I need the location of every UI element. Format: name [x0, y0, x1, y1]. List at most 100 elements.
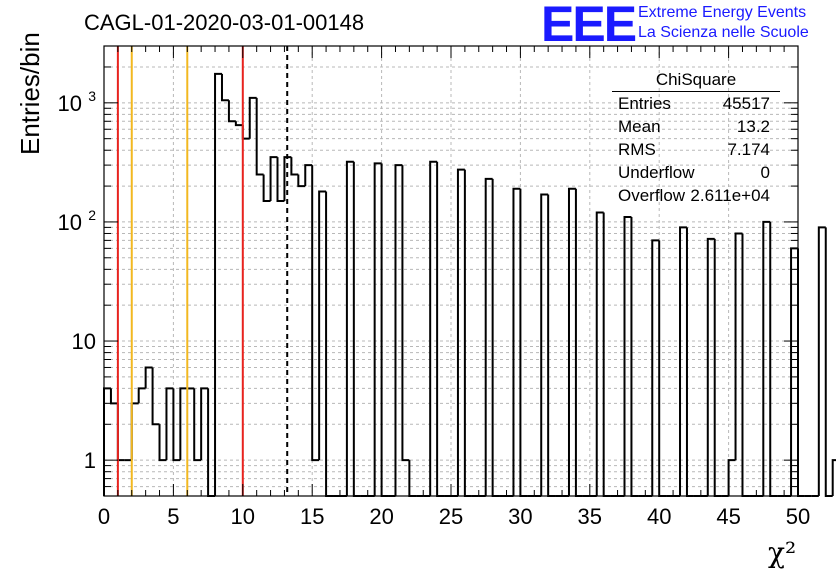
histogram-bin [290, 157, 299, 176]
histogram-bin [512, 187, 521, 496]
x-tick-label: 20 [369, 504, 393, 529]
histogram-bin [193, 388, 202, 462]
histogram-bin [762, 220, 771, 496]
histogram-bin [352, 161, 361, 497]
histogram-bin [325, 191, 334, 497]
histogram-bin [227, 100, 236, 123]
x-tick-label: 25 [439, 504, 463, 529]
histogram-bin [769, 221, 778, 497]
histogram-bin [401, 165, 410, 462]
histogram-bin [790, 247, 798, 496]
y-tick-label: 10 [58, 91, 82, 116]
histogram-bin [651, 239, 660, 496]
histogram-bin [137, 387, 146, 404]
stats-value: 0 [760, 163, 770, 182]
histogram-bin [345, 160, 354, 496]
histogram-bin [547, 194, 556, 497]
stats-value: 7.174 [727, 140, 770, 159]
histogram-bin [262, 174, 271, 202]
histogram-bin [484, 177, 493, 496]
histogram-bin [630, 217, 639, 497]
histogram-bin [200, 387, 209, 461]
x-tick-label: 30 [508, 504, 532, 529]
histogram-bin [456, 168, 465, 496]
histogram-bin [207, 388, 216, 497]
histogram-bin [165, 387, 174, 461]
histogram-bin [179, 387, 188, 461]
stats-row-overflow: Overflow 2.611e+04 [612, 186, 780, 209]
histogram-bin [220, 73, 229, 102]
histogram-bin [172, 388, 181, 462]
y-axis-label: Entries/bin [15, 32, 45, 155]
histogram-bin [311, 165, 320, 462]
histogram-bin [706, 237, 715, 496]
histogram-bin [248, 96, 257, 139]
histogram-bin [685, 227, 694, 497]
histogram-bin [567, 187, 576, 496]
histogram-bin [734, 232, 743, 461]
histogram-bin [318, 190, 327, 461]
histogram-bin [831, 459, 836, 496]
histogram-bin [234, 121, 243, 127]
histogram-bin [679, 226, 687, 496]
histogram-bin [817, 226, 826, 496]
histogram-bin [276, 157, 285, 202]
stats-key: Entries [618, 94, 671, 113]
stats-value: 2.611e+04 [690, 186, 770, 205]
histogram-bin [463, 169, 472, 497]
stats-value: 45517 [722, 94, 770, 113]
stats-key: Underflow [618, 163, 695, 182]
histogram-bin [297, 174, 306, 188]
histogram-bin [797, 248, 805, 497]
histogram-bin [574, 188, 583, 497]
histogram-bin [241, 125, 250, 140]
histogram-bin [214, 72, 222, 496]
stats-row-entries: Entries 45517 [612, 94, 780, 117]
stats-row-rms: RMS 7.174 [612, 140, 780, 163]
y-tick-label: 10 [58, 210, 82, 235]
x-tick-label: 35 [578, 504, 602, 529]
histogram-bin [824, 227, 833, 497]
stats-row-mean: Mean 13.2 [612, 117, 780, 140]
histogram-bin [741, 233, 750, 497]
histogram-bin [595, 211, 604, 496]
histogram-bin [103, 387, 111, 496]
histogram-bin [158, 424, 167, 462]
y-tick-label: 1 [84, 448, 96, 473]
histogram-bin [623, 216, 632, 496]
x-tick-label: 15 [300, 504, 324, 529]
histogram-bin [269, 156, 278, 201]
x-tick-label: 5 [167, 504, 179, 529]
histogram-bin [109, 388, 118, 405]
y-tick-exponent: 3 [88, 88, 96, 104]
histogram-bin [373, 162, 382, 496]
eee-logo: EEE [541, 0, 637, 52]
reference-lines [116, 46, 289, 496]
histogram-bin [283, 156, 292, 201]
x-tick-label: 50 [786, 504, 810, 529]
histogram-bin [151, 367, 160, 426]
histogram-bin [436, 161, 445, 497]
histogram-bin [429, 160, 438, 496]
x-tick-label: 40 [647, 504, 671, 529]
stats-title: ChiSquare [612, 70, 780, 92]
histogram-bin [130, 402, 139, 461]
histogram-bin [304, 164, 313, 187]
histogram-bin [491, 178, 500, 497]
stats-key: Mean [618, 117, 661, 136]
histogram-bin [144, 366, 153, 389]
histogram-bin [540, 193, 549, 496]
grid-lines [104, 46, 798, 496]
logo-subtitle-2: La Scienza nelle Scuole [638, 24, 809, 41]
histogram-bin [255, 97, 264, 176]
stats-value: 13.2 [736, 117, 770, 136]
chart-title: CAGL-01-2020-03-01-00148 [84, 10, 365, 35]
x-tick-label: 45 [716, 504, 740, 529]
stats-key: RMS [618, 140, 656, 159]
x-tick-label: 10 [231, 504, 255, 529]
histogram-bin [116, 403, 125, 462]
histogram-bin [380, 163, 389, 497]
x-tick-label: 0 [98, 504, 110, 529]
histogram-bin [602, 212, 611, 497]
